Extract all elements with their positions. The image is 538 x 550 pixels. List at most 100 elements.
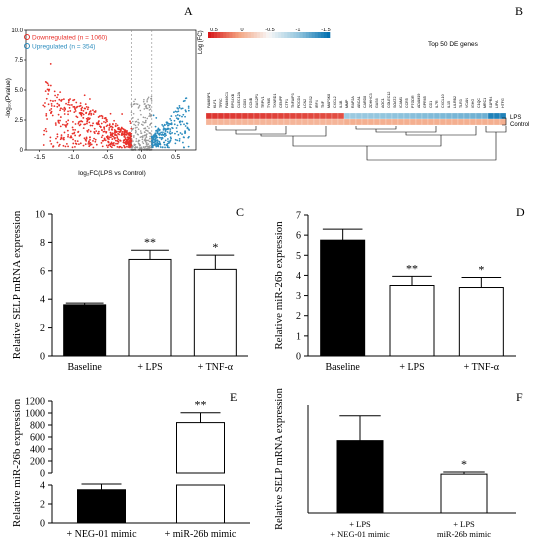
volcano-point-down — [49, 109, 51, 111]
heatmap-cell-control — [302, 119, 308, 125]
volcano-point-up — [157, 140, 159, 142]
volcano-point-ns — [148, 115, 150, 117]
volcano-y-tick-label: 0 — [20, 148, 24, 154]
volcano-point-down — [50, 108, 52, 110]
volcano-point-down — [60, 136, 62, 138]
gene-label: MRC1 — [483, 98, 487, 108]
volcano-point-down — [105, 122, 107, 124]
volcano-point-down — [112, 127, 114, 129]
volcano-point-up — [174, 142, 176, 144]
volcano-point-down — [87, 107, 89, 109]
volcano-point-up — [166, 123, 168, 125]
heatmap-cell-lps — [476, 113, 482, 119]
gene-label: ADAM19 — [417, 94, 421, 108]
volcano-point-down — [92, 122, 94, 124]
volcano-point-up — [157, 146, 159, 148]
volcano-point-down — [90, 110, 92, 112]
heatmap-cell-lps — [260, 113, 266, 119]
volcano-point-down — [56, 106, 58, 108]
volcano-x-axis-label: log₂FC(LPS vs Control) — [78, 170, 146, 177]
heatmap-cell-lps — [428, 113, 434, 119]
volcano-point-up — [188, 110, 190, 112]
heatmap-cell-control — [266, 119, 272, 125]
bar — [321, 240, 365, 356]
volcano-point-ns — [135, 125, 137, 127]
y-axis-label: Relative miR-26b expression — [273, 221, 285, 350]
heatmap-cell-control — [248, 119, 254, 125]
volcano-point-down — [77, 131, 79, 133]
significance-label: * — [478, 262, 484, 276]
volcano-point-down — [104, 139, 106, 141]
colorbar-segment — [303, 32, 306, 38]
volcano-point-up — [170, 120, 172, 122]
heatmap-cell-control — [422, 119, 428, 125]
volcano-point-down — [72, 133, 74, 135]
gene-label: FAM89P1 — [207, 92, 211, 108]
volcano-point-ns — [140, 114, 142, 116]
heatmap-cell-lps — [338, 113, 344, 119]
volcano-point-down — [117, 124, 119, 126]
colorbar-segment — [309, 32, 312, 38]
volcano-point-down — [101, 142, 103, 144]
volcano-point-ns — [143, 146, 145, 148]
legend-downregulated: Downregulated (n = 1060) — [32, 35, 107, 42]
volcano-point-up — [158, 129, 160, 131]
volcano-point-ns — [146, 133, 148, 135]
volcano-point-ns — [142, 124, 144, 126]
volcano-point-down — [121, 147, 123, 149]
volcano-point-down — [56, 103, 58, 105]
volcano-point-down — [88, 122, 90, 124]
volcano-x-tick-label: -1.0 — [68, 154, 80, 161]
gene-label: IL15 — [447, 101, 451, 108]
heatmap-cell-control — [416, 119, 422, 125]
category-label: Baseline — [67, 362, 102, 373]
volcano-point-up — [188, 105, 190, 107]
colorbar-segment — [260, 32, 263, 38]
volcano-point-down — [113, 142, 115, 144]
volcano-point-ns — [144, 103, 146, 105]
volcano-point-down — [91, 144, 93, 146]
volcano-point-down — [89, 139, 91, 141]
significance-label: * — [461, 457, 467, 471]
volcano-point-down — [108, 142, 110, 144]
volcano-point-down — [127, 139, 129, 141]
bar-chart-e: 020040060080010001200024+ NEG-01 mimic**… — [0, 385, 270, 550]
volcano-point-up — [183, 147, 185, 149]
volcano-point-down — [111, 135, 113, 137]
volcano-point-up — [175, 110, 177, 112]
volcano-point-down — [129, 137, 131, 139]
colorbar-segment — [287, 32, 290, 38]
colorbar-tick-label: -0.5 — [265, 28, 274, 33]
volcano-point-down — [64, 132, 66, 134]
volcano-point-down — [64, 109, 66, 111]
heatmap-cell-lps — [434, 113, 440, 119]
volcano-point-up — [180, 132, 182, 134]
gene-label: TNF — [321, 100, 325, 108]
volcano-point-down — [80, 102, 82, 104]
volcano-point-up — [175, 115, 177, 117]
volcano-point-down — [75, 102, 77, 104]
volcano-legend: Downregulated (n = 1060) Upregulated (n … — [25, 35, 108, 51]
volcano-point-down — [102, 135, 104, 137]
volcano-point-down — [83, 127, 85, 129]
volcano-point-down — [121, 113, 123, 115]
volcano-point-up — [155, 138, 157, 140]
volcano-point-ns — [133, 136, 135, 138]
volcano-point-down — [51, 103, 53, 105]
volcano-point-ns — [140, 146, 142, 148]
legend-upregulated: Upregulated (n = 354) — [32, 44, 95, 51]
volcano-point-up — [167, 131, 169, 133]
volcano-point-down — [90, 131, 92, 133]
heatmap-cell-control — [338, 119, 344, 125]
volcano-point-ns — [151, 100, 153, 102]
volcano-point-down — [82, 117, 84, 119]
volcano-point-ns — [151, 96, 153, 98]
volcano-y-tick-label: 5.0 — [15, 88, 24, 94]
heatmap-cell-lps — [458, 113, 464, 119]
volcano-point-down — [110, 132, 112, 134]
dendrogram-branch — [261, 126, 326, 136]
volcano-point-ns — [145, 146, 147, 148]
volcano-point-down — [58, 114, 60, 116]
gene-label: RAP2A — [351, 96, 355, 108]
